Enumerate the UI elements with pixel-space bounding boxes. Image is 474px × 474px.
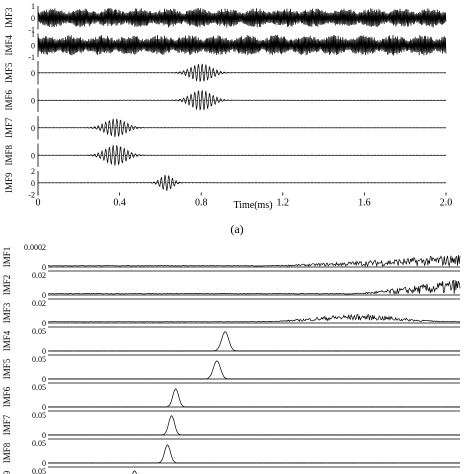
y-tick-label: 0.02 [32,271,46,280]
series-line-imf3 [37,7,447,28]
x-tick-label: 0 [36,198,41,209]
series-label-imf4: IMF4 [4,35,14,56]
y-tick-label: 0 [42,319,46,328]
series-label-imf7: IMF7 [2,414,12,435]
series-line-imf4 [48,331,461,352]
y-tick-label: 0.02 [32,299,46,308]
series-line-imf9 [38,174,446,191]
series-label-imf1: IMF1 [2,247,12,268]
series-line-imf8 [47,444,461,464]
y-tick-label: -1 [28,25,35,34]
y-tick-label: 0 [42,347,46,356]
x-tick-label: 1.6 [358,198,371,209]
x-tick-label: 2.0 [440,198,453,209]
panel-a: IMF3 1 0 -1 IMF4 1 0 -1 IMF5 0 IMF6 0 IMF7 0 IMF8 0 IMF9… [4,2,452,208]
y-tick-label: 1 [31,30,35,39]
y-tick-label: 0.05 [32,411,46,420]
x-tick-label: 1.2 [277,198,290,209]
y-tick-label: 0 [31,14,35,23]
y-tick-label: 0.05 [32,355,46,364]
y-tick-label: 1 [31,2,35,11]
series-label-imf2: IMF2 [2,275,12,296]
y-tick-label: 0.05 [32,467,46,474]
series-line-imf6 [38,89,446,111]
series-label-imf3: IMF3 [4,7,14,28]
x-tick-label: 0.4 [113,198,126,209]
series-label-imf8: IMF8 [2,442,12,463]
y-tick-label: 0.05 [32,439,46,448]
series-label-imf7: IMF7 [4,117,14,138]
x-tick-label: 0.8 [195,198,208,209]
series-label-imf6: IMF6 [4,90,14,111]
series-label-imf9: IMF9 [2,470,12,474]
y-tick-label: -1 [28,53,35,62]
y-tick-label: 0 [42,459,46,468]
y-tick-label: 0 [31,124,35,133]
series-line-imf6 [48,388,461,408]
y-tick-label: 0.0002 [24,243,46,252]
y-tick-label: 0 [31,41,35,50]
y-tick-label: 0.05 [32,327,46,336]
y-tick-label: 0 [31,96,35,105]
series-label-imf5: IMF5 [2,358,12,379]
y-tick-label: -2 [28,190,35,199]
series-label-imf8: IMF8 [4,145,14,166]
series-label-imf3: IMF3 [2,302,12,323]
y-tick-label: 2 [31,167,35,176]
series-line-imf5 [48,360,460,380]
series-line-imf8 [37,145,446,166]
series-line-imf5 [38,63,446,83]
y-tick-label: 0 [31,151,35,160]
series-label-imf5: IMF5 [4,62,14,83]
series-line-imf2 [47,279,461,295]
series-label-imf4: IMF4 [2,330,12,351]
series-label-imf6: IMF6 [2,386,12,407]
y-tick-label: 0 [42,263,46,272]
y-tick-label: 0 [42,431,46,440]
y-tick-label: 0 [42,403,46,412]
series-label-imf9: IMF9 [4,172,14,193]
panel-a-label: (a) [230,222,243,236]
y-tick-label: 0 [31,179,35,188]
y-tick-label: 0 [31,69,35,78]
series-line-imf4 [37,34,447,56]
panel-a-xlabel: Time(ms) [233,200,272,211]
y-tick-label: 0 [42,375,46,384]
series-line-imf7 [47,415,461,436]
y-tick-label: 0 [42,291,46,300]
y-tick-label: 0.05 [32,383,46,392]
series-line-imf7 [37,118,446,138]
series-line-imf1 [47,254,461,268]
series-line-imf3 [47,314,461,323]
